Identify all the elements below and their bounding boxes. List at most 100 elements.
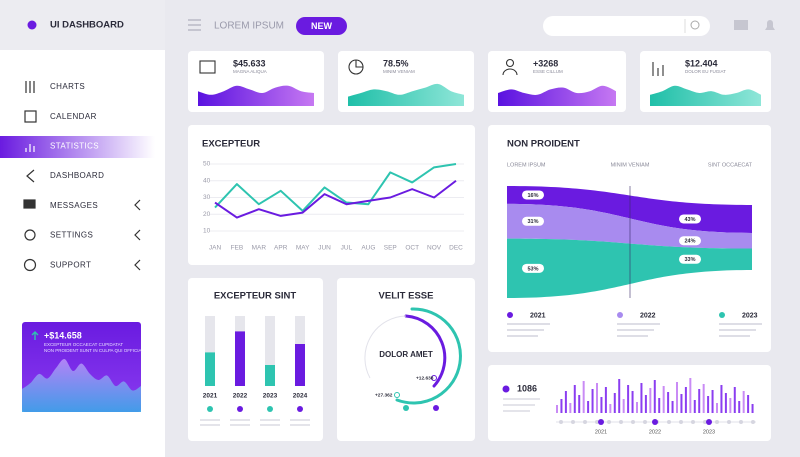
activity-bar (658, 398, 661, 413)
x-tick-label: FEB (231, 245, 244, 252)
x-tick-label: AUG (361, 245, 375, 252)
card-title: VELIT ESSE (379, 291, 434, 302)
icon-statistics (25, 144, 35, 152)
activity-bar (698, 389, 701, 413)
new-button[interactable] (296, 17, 347, 35)
icon-wallet (199, 60, 216, 74)
stat-label: DOLOR EU FUGIAT (685, 69, 726, 74)
donut-center: DOLOR AMET (379, 350, 433, 359)
menu-item[interactable]: SUPPORT (50, 260, 91, 269)
activity-bar (640, 383, 643, 413)
value-label: 16% (527, 193, 538, 199)
x-tick-label: JUL (341, 245, 353, 252)
value-pill (522, 263, 544, 273)
timeline-dot-active (652, 419, 658, 425)
stat-value: +3268 (533, 58, 558, 68)
value-pill (522, 216, 544, 226)
bell-icon[interactable] (765, 20, 775, 30)
timeline-dot (691, 420, 695, 424)
mail-icon[interactable] (734, 20, 748, 30)
value-label: 53% (527, 266, 538, 272)
bar (265, 365, 275, 386)
menu-item[interactable]: DASHBOARD (50, 171, 104, 180)
menu-icons (23, 81, 141, 272)
x-tick-label: DEC (449, 245, 463, 252)
menu-item[interactable]: MESSAGES (50, 201, 98, 210)
timeline-dot (715, 420, 719, 424)
search-icon[interactable] (690, 20, 700, 30)
menu-item[interactable]: CALENDAR (50, 112, 97, 121)
timeline-dot (679, 420, 683, 424)
search-box[interactable] (543, 16, 710, 36)
timeline-dot (559, 420, 563, 424)
activity-value: 1086 (517, 383, 537, 393)
x-tick-label: APR (274, 245, 288, 252)
chevrons[interactable] (134, 199, 141, 271)
bar-dot (207, 406, 213, 412)
timeline-dot (643, 420, 647, 424)
activity-bar (596, 383, 598, 413)
icon-settings (24, 229, 36, 241)
menu-item[interactable]: STATISTICS (50, 142, 99, 151)
activity-bar (604, 387, 607, 413)
line-series (214, 163, 457, 212)
y-tick-label: 50 (203, 161, 211, 168)
x-tick-label: SEP (384, 245, 397, 252)
menu-item[interactable]: CHARTS (50, 82, 85, 91)
bar (235, 331, 245, 386)
timeline-dot (703, 420, 707, 424)
timeline-dot (739, 420, 743, 424)
x-tick-label: MAY (296, 245, 310, 252)
x-tick-label: NOV (427, 245, 442, 252)
activity-bar (684, 387, 687, 413)
activity-bar (724, 393, 727, 413)
activity-bar (693, 400, 696, 413)
legend-dot (507, 312, 513, 318)
activity-bar (707, 396, 710, 413)
timeline-dot (751, 420, 755, 424)
activity-bar (733, 387, 736, 413)
promo-value: +$14.658 (44, 330, 82, 340)
activity-bar (573, 385, 576, 413)
icon-dashboard (26, 169, 35, 183)
y-tick-label: 40 (203, 177, 211, 184)
activity-bar (671, 401, 674, 413)
menu-item[interactable]: SETTINGS (50, 231, 93, 240)
stat-label: MINIM VENIAM (383, 69, 415, 74)
activity-bar (662, 386, 665, 413)
promo-text: EXCEPTEUR OCCAECAT CUPIDATAT (44, 342, 123, 347)
line-series (214, 179, 457, 219)
value-label: 33% (684, 257, 695, 263)
card-title: EXCEPTEUR SINT (214, 291, 297, 302)
donut-card (337, 278, 475, 441)
activity-bar (560, 399, 563, 413)
stat-value: $45.633 (233, 58, 266, 68)
bar-dot (297, 406, 303, 412)
activity-bar (720, 385, 723, 413)
new-button-label[interactable]: NEW (311, 21, 333, 31)
x-tick-label: MAR (252, 245, 267, 252)
y-tick-label: 30 (203, 194, 211, 201)
timeline-dot (607, 420, 611, 424)
legend-dot (403, 405, 409, 411)
icon-messages (23, 199, 36, 209)
bar-track (265, 316, 275, 386)
topbar-label: LOREM IPSUM (214, 21, 284, 32)
activity-card (488, 365, 771, 441)
legend-label: 2022 (640, 312, 656, 319)
donut-label: +12.638 (416, 375, 434, 381)
legend-label: 2021 (530, 312, 546, 319)
legend-dot (719, 312, 725, 318)
activity-bar (716, 403, 718, 413)
timeline-dot (667, 420, 671, 424)
value-pill (679, 214, 701, 224)
column-label: LOREM IPSUM (507, 162, 546, 168)
activity-bar (680, 394, 683, 413)
promo-text: NON PROIDENT SUNT IN CULPA QUI OFFICIA (44, 348, 142, 353)
activity-bar (667, 392, 670, 413)
card-title: NON PROIDENT (507, 139, 580, 150)
donut-label: +27.362 (375, 392, 393, 398)
bar-year: 2021 (203, 393, 218, 400)
hamburger[interactable] (188, 19, 201, 31)
icon-bars (652, 62, 664, 76)
